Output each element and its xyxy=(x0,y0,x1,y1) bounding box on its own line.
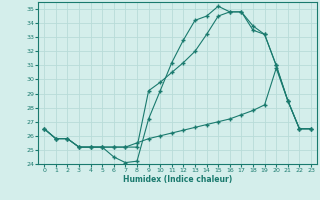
X-axis label: Humidex (Indice chaleur): Humidex (Indice chaleur) xyxy=(123,175,232,184)
